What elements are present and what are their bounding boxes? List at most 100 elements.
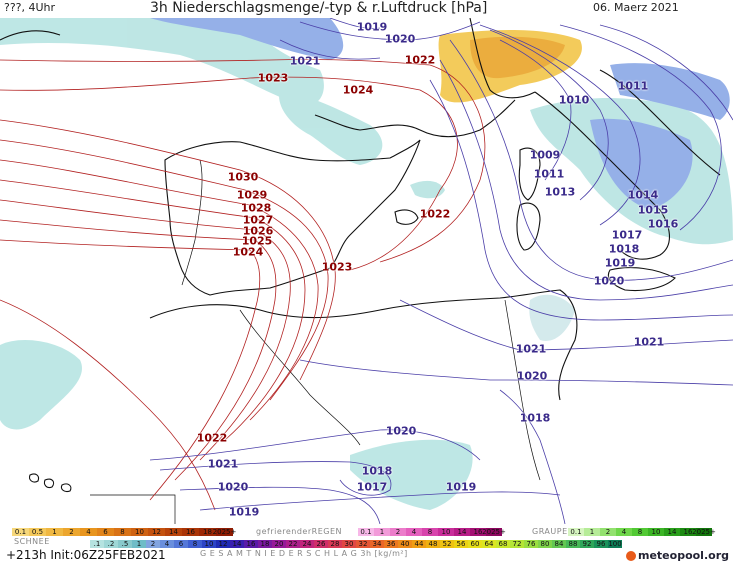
- isobar-label-low-14: 1020: [593, 274, 625, 288]
- legend-snow-cell-4: 4: [80, 528, 97, 536]
- isobar-1015: [599, 24, 733, 121]
- legend-freezing-scale: 0.1 1 2 4 8 10 14 16 2025+: [358, 528, 506, 536]
- legend-total-cell-10: 14: [230, 540, 244, 548]
- isobars-high: [0, 59, 486, 511]
- isobar-label-low-3: 1010: [558, 93, 590, 107]
- legend-total-cell-14: 22: [286, 540, 300, 548]
- north-africa-coast: [149, 289, 578, 401]
- legend-total-cell-33: 84: [552, 540, 566, 548]
- legend-total-cell-8: 10: [202, 540, 216, 548]
- isobar-1017-south: [179, 486, 381, 524]
- legend-total-cell-5: 4: [160, 540, 174, 548]
- map-title: 3h Niederschlagsmenge/-typ & r.Luftdruck…: [150, 0, 488, 16]
- france-alps-border: [469, 18, 536, 99]
- legend-total-cell-0: .1: [90, 540, 104, 548]
- legend-total-cell-23: 44: [412, 540, 426, 548]
- isobar-label-high-12: 1022: [196, 431, 228, 445]
- legend-total-cell-16: 26: [314, 540, 328, 548]
- brand-dot-icon: [626, 551, 636, 561]
- legend-total-cell-18: 30: [342, 540, 356, 548]
- legend-total-cell-36: 96: [594, 540, 608, 548]
- brand-logo[interactable]: meteopool.org: [626, 549, 729, 562]
- legend-total-scale: .1.2.5 1 2 4 6 8 10 12 14 16 18 20 22 24 26 28 30 32 34 36 4…: [90, 540, 622, 548]
- isobar-1018-south: [159, 461, 392, 496]
- legend-snow-cell-8: 12: [148, 528, 165, 536]
- isobar-1019-south: [199, 491, 561, 511]
- isobar-1021-north: [279, 39, 381, 60]
- legend-total-cell-28: 64: [482, 540, 496, 548]
- legend-snow-label: SCHNEE: [14, 537, 50, 546]
- isobar-1017: [449, 39, 733, 281]
- corsica-coast: [518, 147, 541, 201]
- legend-freezing-cell-8: 2025+: [482, 528, 506, 536]
- valid-date-label: 06. Maerz 2021: [593, 1, 679, 14]
- isobar-1027: [0, 179, 306, 441]
- precip-area-biscay-heavy: [150, 18, 344, 60]
- isobar-1020-north: [299, 21, 481, 41]
- isobar-1029: [0, 139, 329, 401]
- isobar-label-low-11: 1017: [611, 228, 643, 242]
- legend-snow-cell-12: 2025+: [212, 528, 237, 536]
- isobar-1013: [479, 24, 641, 226]
- precip-area-tunisia: [529, 294, 575, 341]
- isobar-1020-south: [149, 429, 481, 461]
- legend-freezing-cell-2: 2: [390, 528, 406, 536]
- adriatic-coast: [599, 69, 721, 176]
- legend-total-cell-7: 8: [188, 540, 202, 548]
- isobar-label-high-8: 1025: [241, 234, 273, 248]
- precipitation-legend: 0.1 0.5 1 2 4 6 8 10 12 14 16 18 2025+ SCHNEE gefrie…: [0, 524, 733, 566]
- isobar-1022-south: [0, 299, 216, 511]
- isobar-label-low-16: 1021: [633, 335, 665, 349]
- legend-graupel-cell-5: 10: [648, 528, 664, 536]
- legend-total-cell-20: 34: [370, 540, 384, 548]
- france-coast: [314, 99, 516, 138]
- isobar-label-low-8: 1014: [627, 188, 659, 202]
- precip-area-algeria: [350, 439, 473, 510]
- legend-total-cell-11: 16: [244, 540, 258, 548]
- isobar-label-low-25: 1019: [228, 505, 260, 519]
- isobar-label-high-1: 1023: [257, 71, 289, 85]
- isobar-label-high-11: 1022: [419, 207, 451, 221]
- isobar-label-high-0: 1024: [342, 83, 374, 97]
- legend-snow-cell-0: 0.1: [12, 528, 29, 536]
- legend-graupel-scale: 0.1 1 2 4 8 10 14 16 2025+: [568, 528, 716, 536]
- morocco-algeria-border: [239, 309, 361, 446]
- legend-graupel-cell-3: 4: [616, 528, 632, 536]
- legend-total-cell-26: 56: [454, 540, 468, 548]
- legend-graupel-cell-6: 14: [664, 528, 680, 536]
- isobar-label-low-21: 1018: [361, 464, 393, 478]
- isobar-1019-north: [329, 18, 381, 29]
- legend-total-cell-17: 28: [328, 540, 342, 548]
- legend-graupel-cell-7: 16: [680, 528, 696, 536]
- isobar-label-low-15: 1021: [515, 342, 547, 356]
- isobar-label-low-9: 1015: [637, 203, 669, 217]
- mallorca-coast: [394, 209, 419, 225]
- legend-freezing-cell-1: 1: [374, 528, 390, 536]
- legend-freezing-cell-4: 8: [422, 528, 438, 536]
- legend-total-cell-6: 6: [174, 540, 188, 548]
- legend-total-cell-1: .2: [104, 540, 118, 548]
- precip-area-atlantic-west: [0, 340, 82, 430]
- legend-snow-cell-1: 0.5: [29, 528, 46, 536]
- legend-total-cell-12: 18: [258, 540, 272, 548]
- map-canvas: [0, 18, 733, 524]
- legend-total-cell-29: 68: [496, 540, 510, 548]
- isobar-label-low-18: 1018: [519, 411, 551, 425]
- legend-freezing-cell-5: 10: [438, 528, 454, 536]
- italy-coast: [534, 91, 670, 260]
- isobar-1022-north: [0, 59, 486, 263]
- isobar-1026: [0, 199, 291, 461]
- legend-total-cell-24: 48: [426, 540, 440, 548]
- brittany-coast: [0, 30, 61, 41]
- isobar-label-low-5: 1009: [529, 148, 561, 162]
- isobar-1020-central: [299, 359, 733, 386]
- legend-snow-scale: 0.1 0.5 1 2 4 6 8 10 12 14 16 18 2025+: [12, 528, 237, 536]
- canary-islands: [29, 473, 72, 493]
- isobar-1024: [0, 239, 261, 501]
- run-info: +213h Init:06Z25FEB2021: [6, 548, 166, 562]
- isobar-label-high-10: 1023: [321, 260, 353, 274]
- isobar-label-low-12: 1018: [608, 242, 640, 256]
- legend-snow-cell-10: 16: [182, 528, 199, 536]
- isobar-1025: [0, 219, 277, 481]
